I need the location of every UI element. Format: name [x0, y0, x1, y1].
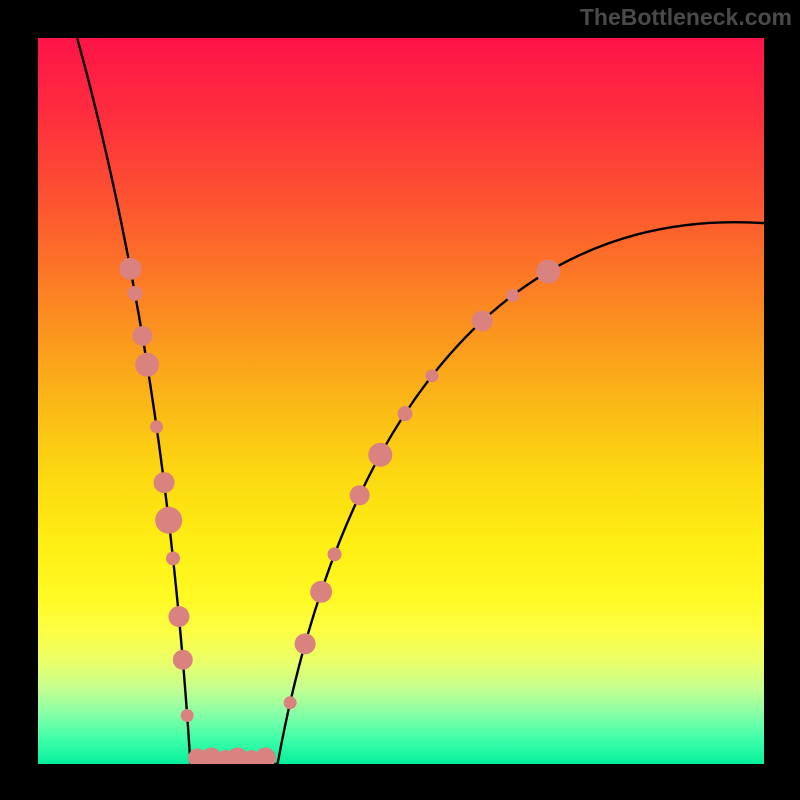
data-dot [368, 443, 392, 467]
data-dot [536, 260, 560, 284]
data-dot [173, 650, 193, 670]
data-dot [426, 369, 439, 382]
data-dot [328, 547, 342, 561]
data-dot [350, 485, 370, 505]
data-dot [168, 606, 189, 627]
data-dot [127, 286, 142, 301]
data-dot [181, 709, 194, 722]
chart-svg [0, 0, 800, 800]
data-dot [398, 406, 413, 421]
data-dot [310, 581, 332, 603]
data-dot [295, 633, 316, 654]
data-dot [255, 748, 276, 769]
data-dot [506, 289, 519, 302]
data-dot [132, 326, 152, 346]
data-dot [119, 258, 141, 280]
chart-container: TheBottleneck.com [0, 0, 800, 800]
data-dot [154, 472, 175, 493]
data-dot [135, 353, 159, 377]
data-dot [155, 507, 182, 534]
data-dot [472, 310, 493, 331]
data-dot [284, 696, 297, 709]
data-dot [150, 420, 163, 433]
data-dot [166, 551, 180, 565]
